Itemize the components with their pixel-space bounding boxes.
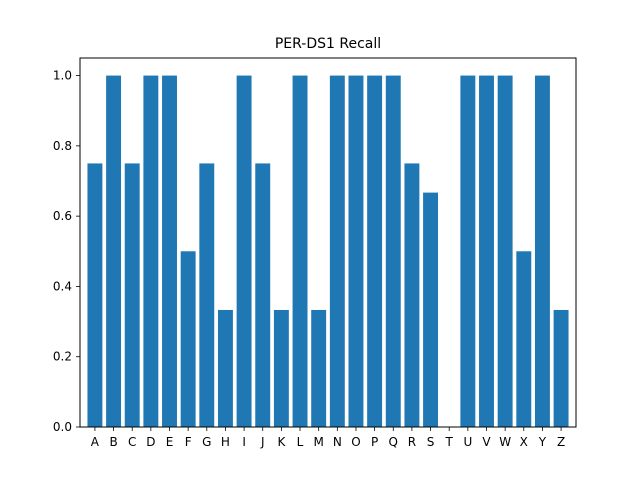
bar-K [273, 309, 289, 427]
x-tick-label-Z: Z [557, 435, 565, 449]
chart-title: PER-DS1 Recall [275, 36, 381, 52]
y-axis-ticks: 0.0 0.2 0.4 0.6 0.8 1.0 [53, 69, 80, 434]
bar-F [180, 251, 196, 427]
x-tick-label-Q: Q [389, 435, 398, 449]
y-tick-label: 0.8 [53, 139, 72, 153]
bar-E [162, 75, 177, 427]
bar-P [367, 75, 383, 427]
x-tick-label-L: L [297, 435, 304, 449]
x-tick-label-H: H [221, 435, 230, 449]
x-tick-label-N: N [333, 435, 342, 449]
bar-Z [553, 309, 569, 427]
x-tick-label-I: I [242, 435, 246, 449]
x-tick-label-X: X [520, 435, 528, 449]
x-tick-label-B: B [109, 435, 117, 449]
bar-U [460, 75, 476, 427]
x-tick-label-V: V [482, 435, 491, 449]
bar-I [236, 75, 252, 427]
bar-J [255, 163, 271, 427]
bar-O [348, 75, 364, 427]
x-tick-label-R: R [408, 435, 416, 449]
x-tick-label-G: G [202, 435, 211, 449]
bar-N [329, 75, 345, 427]
bar-G [199, 163, 215, 427]
y-tick-label: 0.2 [53, 350, 72, 364]
x-tick-label-J: J [260, 435, 265, 449]
x-tick-label-P: P [371, 435, 378, 449]
x-tick-label-A: A [91, 435, 100, 449]
bar-B [106, 75, 122, 427]
x-tick-label-T: T [445, 435, 454, 449]
x-tick-label-W: W [499, 435, 511, 449]
bars-group [87, 75, 569, 427]
bar-D [143, 75, 159, 427]
bar-W [497, 75, 513, 427]
x-tick-label-C: C [128, 435, 136, 449]
bar-S [423, 192, 439, 427]
bar-M [311, 309, 327, 427]
x-tick-label-U: U [463, 435, 472, 449]
x-tick-label-F: F [185, 435, 192, 449]
y-tick-label: 1.0 [53, 69, 72, 83]
bar-R [404, 163, 420, 427]
bar-L [292, 75, 308, 427]
x-tick-label-S: S [427, 435, 435, 449]
x-tick-label-O: O [351, 435, 360, 449]
bar-Q [385, 75, 401, 427]
plot-frame [79, 57, 577, 428]
y-tick-label: 0.6 [53, 209, 72, 223]
y-tick-label: 0.4 [53, 279, 72, 293]
x-tick-label-Y: Y [538, 435, 547, 449]
y-tick-label: 0.0 [53, 420, 72, 434]
x-tick-label-D: D [146, 435, 155, 449]
x-tick-label-M: M [313, 435, 323, 449]
bar-C [124, 163, 140, 427]
bar-V [479, 75, 494, 427]
bar-Y [534, 75, 550, 427]
x-tick-label-E: E [166, 435, 174, 449]
bar-X [516, 251, 532, 427]
bar-A [87, 163, 103, 427]
x-tick-label-K: K [277, 435, 286, 449]
bar-H [217, 309, 233, 427]
